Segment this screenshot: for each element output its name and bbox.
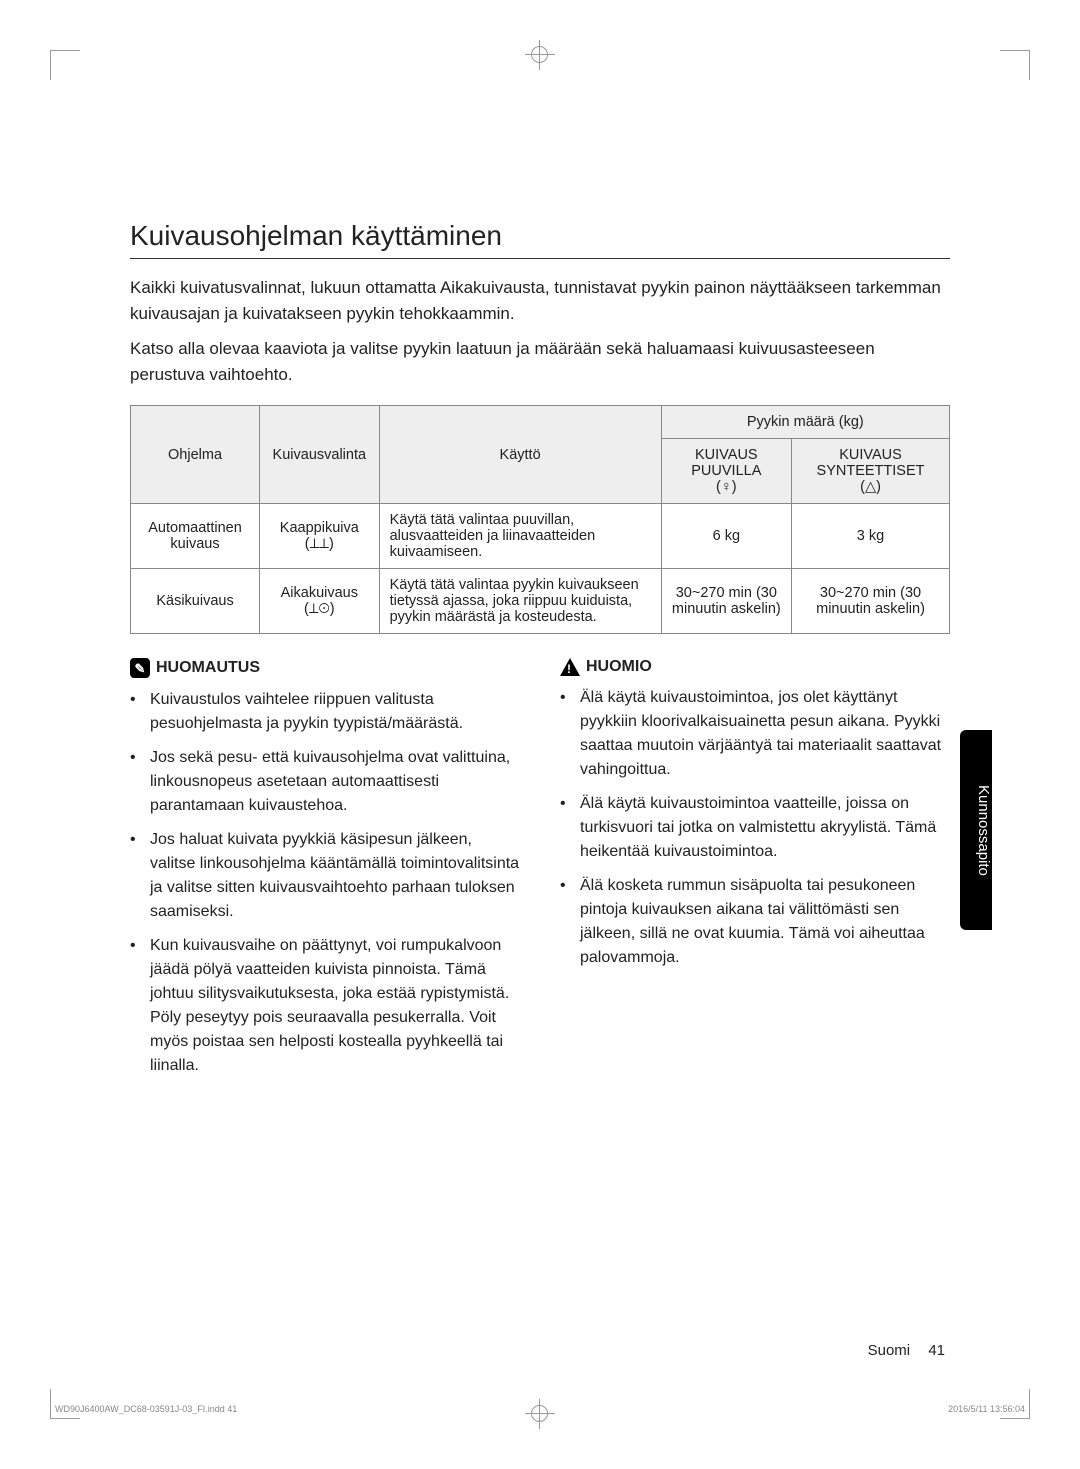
list-item: Kun kuivausvaihe on päättynyt, voi rumpu… [130,934,520,1078]
col-header-synt: KUIVAUS SYNTEETTISET (△) [792,439,950,504]
header-text: KUIVAUS SYNTEETTISET [817,447,925,479]
print-slug: WD90J6400AW_DC68-03591J-03_FI.indd 41 20… [55,1404,1025,1414]
warning-icon [560,658,580,676]
note-icon: ✎ [130,658,150,678]
caution-heading: HUOMIO [560,658,950,676]
cell-puuvilla: 6 kg [661,504,791,569]
list-item: Älä kosketa rummun sisäpuolta tai pesuko… [560,874,950,970]
list-item: Jos sekä pesu- että kuivausohjelma ovat … [130,746,520,818]
list-item: Kuivaustulos vaihtelee riippuen valitust… [130,688,520,736]
table-row: Automaattinen kuivaus Kaappikuiva (⟂⟂) K… [131,504,950,569]
footer-language: Suomi [868,1342,911,1359]
cell-synt: 30~270 min (30 minuutin askelin) [792,569,950,634]
cell-ohjelma: Käsikuivaus [131,569,260,634]
list-item: Älä käytä kuivaustoimintoa, jos olet käy… [560,686,950,782]
note-list: Kuivaustulos vaihtelee riippuen valitust… [130,688,520,1078]
two-column-notes: ✎ HUOMAUTUS Kuivaustulos vaihtelee riipp… [130,658,950,1088]
cell-synt: 3 kg [792,504,950,569]
print-file: WD90J6400AW_DC68-03591J-03_FI.indd 41 [55,1404,237,1414]
col-header-ohjelma: Ohjelma [131,406,260,504]
cotton-icon: (♀) [716,479,737,495]
col-header-maara: Pyykin määrä (kg) [661,406,949,439]
cell-kaytto: Käytä tätä valintaa puuvillan, alusvaatt… [379,504,661,569]
section-tab: Kunnossapito [960,730,992,930]
page-title: Kuivausohjelman käyttäminen [130,220,950,259]
list-item: Älä käytä kuivaustoimintoa vaatteille, j… [560,792,950,864]
synthetic-icon: (△) [860,479,881,495]
page-content: Kuivausohjelman käyttäminen Kaikki kuiva… [0,0,1080,1148]
cell-valinta: Aikakuivaus (⟂⊙) [260,569,380,634]
col-header-valinta: Kuivausvalinta [260,406,380,504]
print-timestamp: 2016/5/11 13:56:04 [948,1404,1025,1414]
list-item: Jos haluat kuivata pyykkiä käsipesun jäl… [130,828,520,924]
drying-program-table: Ohjelma Kuivausvalinta Käyttö Pyykin mää… [130,405,950,634]
intro-paragraph: Kaikki kuivatusvalinnat, lukuun ottamatt… [130,275,950,326]
intro-paragraph: Katso alla olevaa kaaviota ja valitse py… [130,336,950,387]
caution-column: HUOMIO Älä käytä kuivaustoimintoa, jos o… [560,658,950,1088]
col-header-kaytto: Käyttö [379,406,661,504]
cell-ohjelma: Automaattinen kuivaus [131,504,260,569]
note-column: ✎ HUOMAUTUS Kuivaustulos vaihtelee riipp… [130,658,520,1088]
intro-block: Kaikki kuivatusvalinnat, lukuun ottamatt… [130,275,950,387]
cell-valinta: Kaappikuiva (⟂⟂) [260,504,380,569]
col-header-puuvilla: KUIVAUS PUUVILLA (♀) [661,439,791,504]
cell-kaytto: Käytä tätä valintaa pyykin kuivaukseen t… [379,569,661,634]
header-text: KUIVAUS PUUVILLA [691,447,761,479]
page-footer: Suomi 41 [868,1342,945,1359]
caution-heading-text: HUOMIO [586,658,652,676]
footer-page-number: 41 [928,1342,945,1359]
note-heading: ✎ HUOMAUTUS [130,658,520,678]
table-row: Käsikuivaus Aikakuivaus (⟂⊙) Käytä tätä … [131,569,950,634]
caution-list: Älä käytä kuivaustoimintoa, jos olet käy… [560,686,950,970]
cell-puuvilla: 30~270 min (30 minuutin askelin) [661,569,791,634]
note-heading-text: HUOMAUTUS [156,659,260,677]
